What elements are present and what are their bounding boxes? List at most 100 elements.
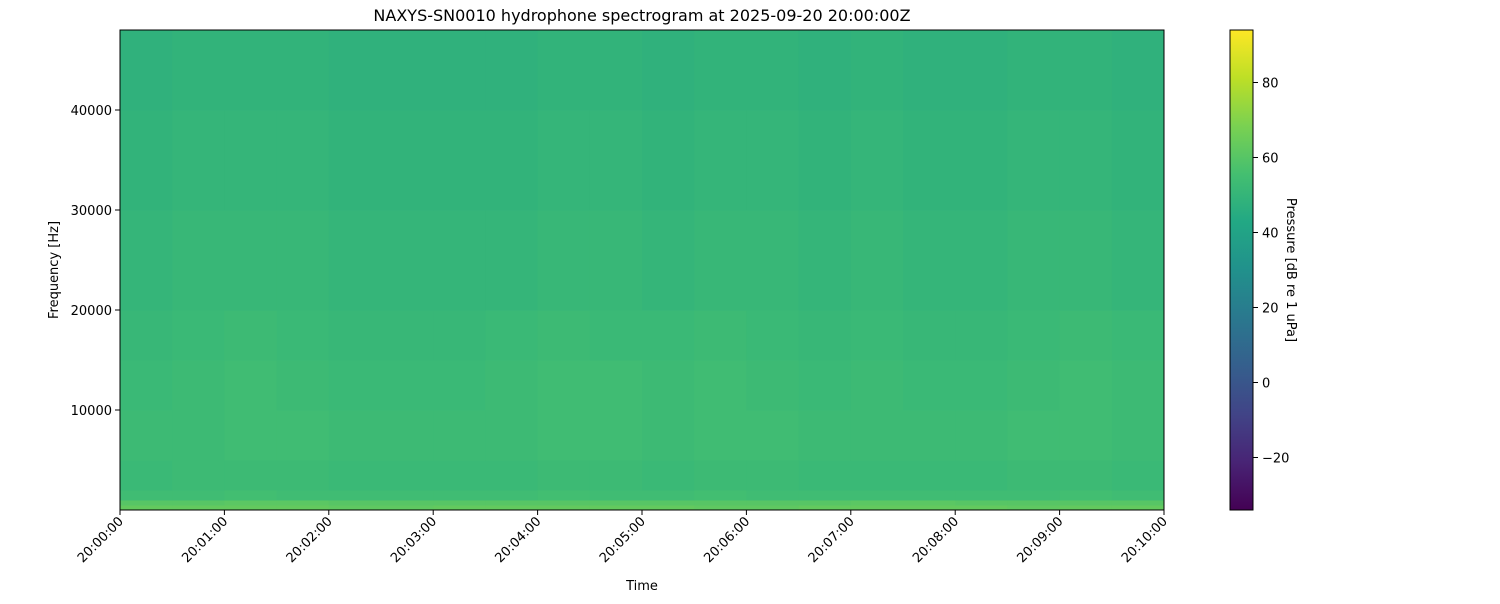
heatmap-cell	[1059, 310, 1113, 361]
heatmap-cell	[537, 30, 591, 111]
heatmap-cell	[850, 505, 904, 511]
heatmap-cell	[903, 490, 956, 501]
heatmap-cell	[1111, 500, 1165, 506]
x-tick-label: 20:09:00	[1015, 514, 1067, 566]
heatmap-cell	[1059, 490, 1113, 501]
heatmap-cell	[850, 410, 904, 461]
heatmap-cell	[1111, 460, 1165, 491]
heatmap-cell	[1007, 490, 1061, 501]
heatmap-cell	[798, 410, 852, 461]
heatmap-cell	[433, 410, 486, 461]
heatmap-cell	[746, 210, 800, 311]
heatmap-cell	[642, 110, 695, 211]
heatmap-cell	[224, 505, 278, 511]
heatmap-cell	[642, 505, 695, 511]
y-tick-label: 40000	[71, 104, 112, 119]
heatmap-cell	[224, 460, 278, 491]
heatmap-cell	[485, 460, 539, 491]
heatmap-cell	[276, 410, 330, 461]
heatmap-cell	[798, 310, 852, 361]
heatmap-cell	[694, 410, 747, 461]
heatmap-cell	[433, 110, 486, 211]
heatmap-cell	[850, 500, 904, 506]
heatmap-cell	[276, 310, 330, 361]
heatmap-cell	[694, 30, 747, 111]
heatmap-cell	[224, 110, 278, 211]
heatmap-cell	[955, 310, 1008, 361]
heatmap-cell	[537, 505, 591, 511]
heatmap-cell	[172, 30, 225, 111]
heatmap-cell	[328, 210, 382, 311]
heatmap-cell	[485, 30, 539, 111]
heatmap-cell	[537, 490, 591, 501]
heatmap-cell	[433, 310, 486, 361]
heatmap-cell	[1059, 505, 1113, 511]
heatmap-cell	[746, 500, 800, 506]
y-tick-label: 20000	[71, 304, 112, 319]
x-tick-label: 20:05:00	[597, 514, 649, 566]
heatmap-cell	[276, 210, 330, 311]
heatmap-cell	[172, 110, 225, 211]
heatmap-cell	[1007, 500, 1061, 506]
heatmap-cell	[1059, 110, 1113, 211]
x-tick-label: 20:01:00	[179, 514, 231, 566]
heatmap-cell	[642, 460, 695, 491]
heatmap-cell	[485, 490, 539, 501]
x-tick-label: 20:06:00	[701, 514, 753, 566]
heatmap-cell	[903, 360, 956, 411]
heatmap-cell	[328, 460, 382, 491]
colorbar-tick-label: 80	[1262, 77, 1279, 92]
heatmap-cell	[955, 360, 1008, 411]
heatmap-cell	[1007, 110, 1061, 211]
heatmap-cell	[798, 500, 852, 506]
heatmap-cell	[485, 110, 539, 211]
heatmap-cell	[537, 110, 591, 211]
heatmap-cell	[694, 460, 747, 491]
x-tick-label: 20:00:00	[75, 514, 127, 566]
heatmap-cell	[642, 410, 695, 461]
x-tick-label: 20:07:00	[806, 514, 858, 566]
heatmap-cell	[850, 360, 904, 411]
heatmap-cell	[224, 30, 278, 111]
heatmap-cell	[172, 210, 225, 311]
heatmap-cell	[1059, 500, 1113, 506]
colorbar-axis: −20 0 20 40 60 80	[1253, 77, 1289, 467]
heatmap-cell	[120, 500, 173, 506]
heatmap-cell	[224, 310, 278, 361]
heatmap-cell	[589, 360, 643, 411]
heatmap-cell	[798, 505, 852, 511]
heatmap-cell	[589, 505, 643, 511]
heatmap-cell	[328, 500, 382, 506]
heatmap-cell	[798, 210, 852, 311]
heatmap-cell	[120, 30, 173, 111]
heatmap-cell	[537, 410, 591, 461]
heatmap-cell	[224, 360, 278, 411]
heatmap-cell	[955, 110, 1008, 211]
heatmap-cell	[381, 210, 434, 311]
heatmap-cell	[537, 210, 591, 311]
x-tick-label: 20:02:00	[284, 514, 336, 566]
heatmap-cell	[485, 410, 539, 461]
heatmap-cell	[1007, 505, 1061, 511]
x-axis-label: Time	[625, 579, 658, 594]
heatmap-cell	[798, 110, 852, 211]
heatmap-cell	[485, 360, 539, 411]
heatmap-cell	[694, 505, 747, 511]
heatmap-cell	[276, 30, 330, 111]
heatmap-cell	[172, 490, 225, 501]
heatmap-cell	[433, 360, 486, 411]
heatmap-cell	[955, 460, 1008, 491]
heatmap-cell	[537, 310, 591, 361]
heatmap-cell	[485, 505, 539, 511]
heatmap-cell	[1007, 210, 1061, 311]
heatmap-cell	[589, 500, 643, 506]
heatmap-cell	[328, 410, 382, 461]
y-tick-label: 30000	[71, 204, 112, 219]
x-tick-label: 20:10:00	[1119, 514, 1171, 566]
heatmap-cell	[850, 110, 904, 211]
heatmap-cell	[694, 500, 747, 506]
heatmap-cell	[642, 490, 695, 501]
heatmap-cell	[1059, 460, 1113, 491]
colorbar-tick-label: 60	[1262, 152, 1279, 167]
